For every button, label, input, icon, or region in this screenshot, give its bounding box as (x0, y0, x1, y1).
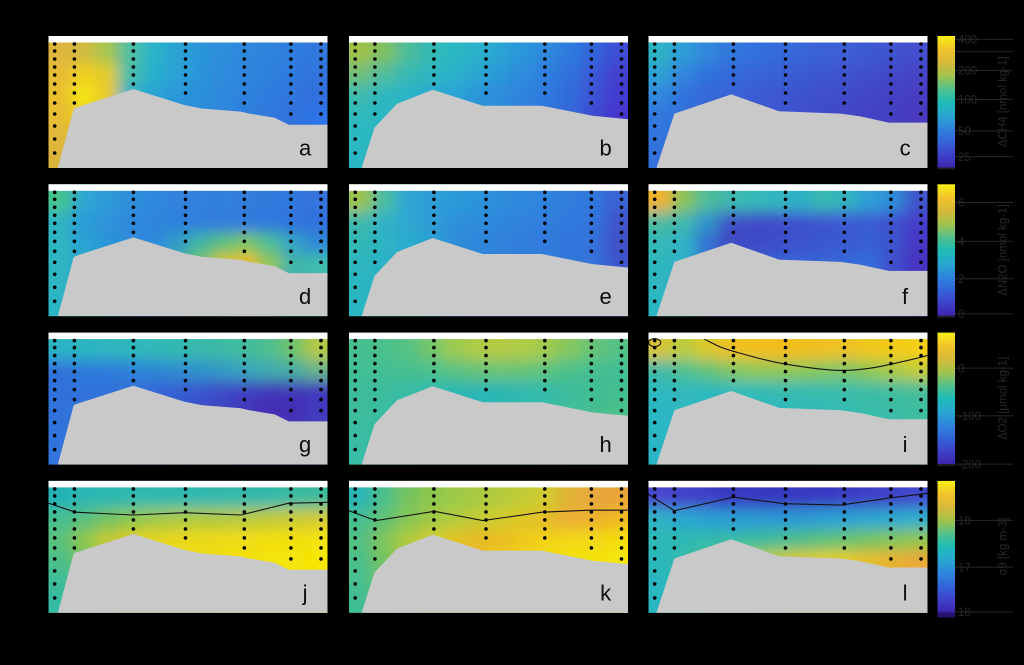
svg-text:j: j (302, 580, 308, 605)
svg-text:b: b (599, 136, 611, 161)
svg-text:c: c (900, 136, 911, 161)
svg-text:2: 2 (958, 274, 964, 286)
svg-text:σθ [kg m-3]: σθ [kg m-3] (998, 518, 1010, 576)
svg-text:g: g (299, 432, 311, 457)
svg-text:100: 100 (958, 95, 977, 107)
svg-text:ΔCH4 [nmol kg-1]: ΔCH4 [nmol kg-1] (998, 56, 1010, 147)
svg-text:4: 4 (958, 237, 965, 249)
svg-text:50: 50 (958, 126, 971, 138)
svg-text:400: 400 (958, 35, 977, 47)
svg-text:-100: -100 (958, 411, 981, 423)
svg-text:0: 0 (958, 363, 964, 375)
svg-text:i: i (903, 432, 908, 457)
svg-text:d: d (299, 284, 311, 309)
svg-text:f: f (902, 284, 909, 309)
svg-text:16: 16 (958, 607, 971, 619)
svg-text:ΔO2 [μmol kg-1]: ΔO2 [μmol kg-1] (998, 357, 1010, 440)
svg-text:17: 17 (958, 562, 971, 574)
svg-text:25: 25 (958, 152, 971, 164)
svg-text:6: 6 (958, 198, 964, 210)
svg-text:l: l (903, 580, 908, 605)
svg-text:-200: -200 (958, 459, 981, 471)
svg-text:e: e (599, 284, 611, 309)
svg-text:0: 0 (958, 309, 964, 321)
svg-text:ΔN2O [nmol kg-1]: ΔN2O [nmol kg-1] (998, 204, 1010, 295)
svg-text:h: h (599, 432, 611, 457)
svg-text:18: 18 (958, 516, 971, 528)
svg-text:200: 200 (958, 66, 977, 78)
svg-text:a: a (299, 136, 312, 161)
svg-text:k: k (600, 580, 612, 605)
